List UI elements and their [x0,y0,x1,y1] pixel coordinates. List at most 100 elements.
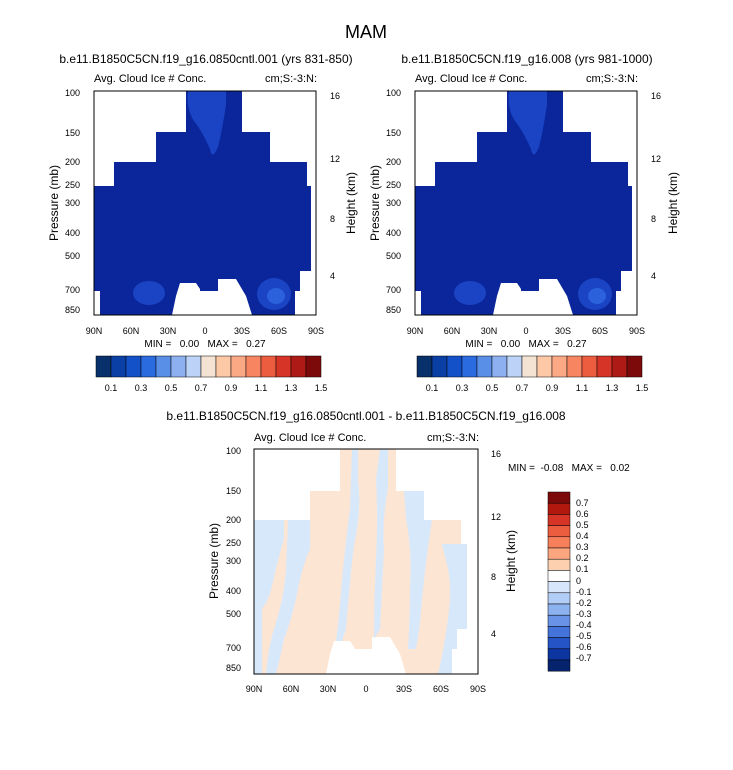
panel-3-colorbar-label: -0.4 [576,620,592,630]
panel-3-neg-region-west-2 [266,520,310,674]
colorbar-swatch [536,355,553,378]
panel-1-ytick: 100 [65,88,80,98]
panel-2-xtick: 60N [444,326,461,336]
panel-3-xtick: 30N [320,684,337,694]
panel-3-colorbar-label: 0.6 [576,509,589,519]
panel-2-upper-core [508,91,547,155]
panel-3-y-axis-left: 100 150 200 250 300 400 500 700 850 Pres… [207,446,241,673]
colorbar-swatch [110,355,127,378]
panel-2-colorbar: 0.1 0.3 0.5 0.7 0.9 1.1 1.3 1.5 [416,355,648,393]
panel-3-ytick-right: 12 [491,512,501,522]
panel-3-ylabel: Pressure (mb) [207,523,221,599]
panel-3-ytick: 300 [226,556,241,566]
panel-1-xtick: 90S [308,326,324,336]
panel-2-xtick: 0 [523,326,528,336]
colorbar-swatch [476,355,493,378]
panel-3-neg-region-west [254,520,284,674]
panel-3-neg-region-east [404,491,432,649]
panel-2-y-axis-left: 100 150 200 250 300 400 500 700 850 Pres… [368,88,401,315]
panel-1-ytick: 200 [65,157,80,167]
panel-2-frame [414,90,638,316]
panel-1-colorbar-label: 0.1 [105,383,118,393]
panel-2-ytick: 700 [386,285,401,295]
panel-1-title: b.e11.B1850C5CN.f19_g16.0850cntl.001 (yr… [59,52,352,66]
colorbar-swatch [215,355,232,378]
panel-3-frame [253,448,479,675]
panel-3-colorbar-label: 0.7 [576,498,589,508]
panel-1-y-axis-left: 100 150 200 250 300 400 500 700 850 Pres… [47,88,80,315]
colorbar-swatch [626,355,643,378]
panel-2-xtick: 60S [592,326,608,336]
colorbar-swatch [506,355,523,378]
panel-1-left-subtitle: Avg. Cloud Ice # Conc. [94,73,206,85]
panel-3-xtick: 60N [283,684,300,694]
colorbar-swatch [547,491,571,504]
colorbar-swatch [547,614,571,627]
panel-3-colorbar-label: 0 [576,576,581,586]
panel-1: b.e11.B1850C5CN.f19_g16.0850cntl.001 (yr… [47,52,358,393]
panel-1-colorbar-label: 0.9 [225,383,238,393]
panel-1-ytick-right: 8 [330,214,335,224]
colorbar-swatch [581,355,598,378]
panel-1-ytick-right: 4 [330,271,335,281]
panel-2-y-axis-right: 16 12 8 4 Height (km) [651,91,680,281]
panel-2-ylabel: Pressure (mb) [368,165,382,241]
panel-1-xtick: 90N [86,326,103,336]
panel-1-min-max: MIN = 0.00 MAX = 0.27 [144,339,266,350]
panel-1-frame [93,90,317,316]
panel-2-colorbar-label: 0.9 [546,383,559,393]
colorbar-swatch [547,626,571,638]
panel-2-field-dark [415,91,632,315]
colorbar-swatch [200,355,217,378]
panel-1-right-blob-core [267,288,285,304]
panel-3-title: b.e11.B1850C5CN.f19_g16.0850cntl.001 - b… [166,409,566,423]
colorbar-swatch [140,355,157,378]
panel-3-ytick: 400 [226,586,241,596]
colorbar-swatch [260,355,277,378]
panel-3-min-max: MIN = -0.08 MAX = 0.02 [508,463,630,474]
panel-2-colorbar-label: 0.5 [486,383,499,393]
panel-3-neg-streak-2 [374,449,388,639]
panel-3: b.e11.B1850C5CN.f19_g16.0850cntl.001 - b… [166,409,630,694]
colorbar-swatch [547,581,571,594]
panel-3-colorbar: 0.7 0.6 0.5 0.4 0.3 0.2 0.1 0 -0.1 -0.2 … [547,491,592,672]
panel-2-ylabel-right: Height (km) [666,172,680,234]
panel-3-xtick: 60S [433,684,449,694]
panel-2-colorbar-label: 0.3 [456,383,469,393]
panel-3-ytick: 100 [226,446,241,456]
panel-2-colorbar-label: 1.3 [606,383,619,393]
colorbar-swatch [170,355,187,378]
panel-2-left-subtitle: Avg. Cloud Ice # Conc. [415,73,527,85]
panel-1-ytick: 250 [65,180,80,190]
panel-2-ytick: 300 [386,198,401,208]
panel-3-colorbar-label: 0.4 [576,531,589,541]
panel-1-xtick: 0 [202,326,207,336]
panel-2-xtick: 90N [407,326,424,336]
panel-3-right-subtitle: cm;S:-3:N: [427,432,479,444]
panel-2-low-gap [493,279,573,315]
panel-2-ytick: 850 [386,305,401,315]
panel-3-left-subtitle: Avg. Cloud Ice # Conc. [254,432,366,444]
panel-2-colorbar-label: 1.1 [576,383,589,393]
panel-2-x-axis: 90N 60N 30N 0 30S 60S 90S [407,326,645,336]
panel-2-ytick: 400 [386,228,401,238]
panel-2-ytick-right: 4 [651,271,656,281]
panel-3-colorbar-label: -0.1 [576,587,592,597]
panel-3-colorbar-label: -0.3 [576,609,592,619]
panel-1-upper-core [187,91,226,155]
colorbar-swatch [547,536,571,549]
panel-2-ytick: 250 [386,180,401,190]
page-title: MAM [345,22,387,42]
panel-1-right-subtitle: cm;S:-3:N: [265,73,317,85]
panel-1-xtick: 30S [234,326,250,336]
panel-2-plot-area [414,90,638,316]
colorbar-swatch [491,355,508,378]
panel-1-ytick: 700 [65,285,80,295]
colorbar-swatch [547,637,571,650]
colorbar-swatch [547,648,571,661]
panel-2-ytick: 200 [386,157,401,167]
panel-2-min-max: MIN = 0.00 MAX = 0.27 [465,339,587,350]
panel-1-ytick: 400 [65,228,80,238]
panel-3-ytick-right: 8 [491,572,496,582]
